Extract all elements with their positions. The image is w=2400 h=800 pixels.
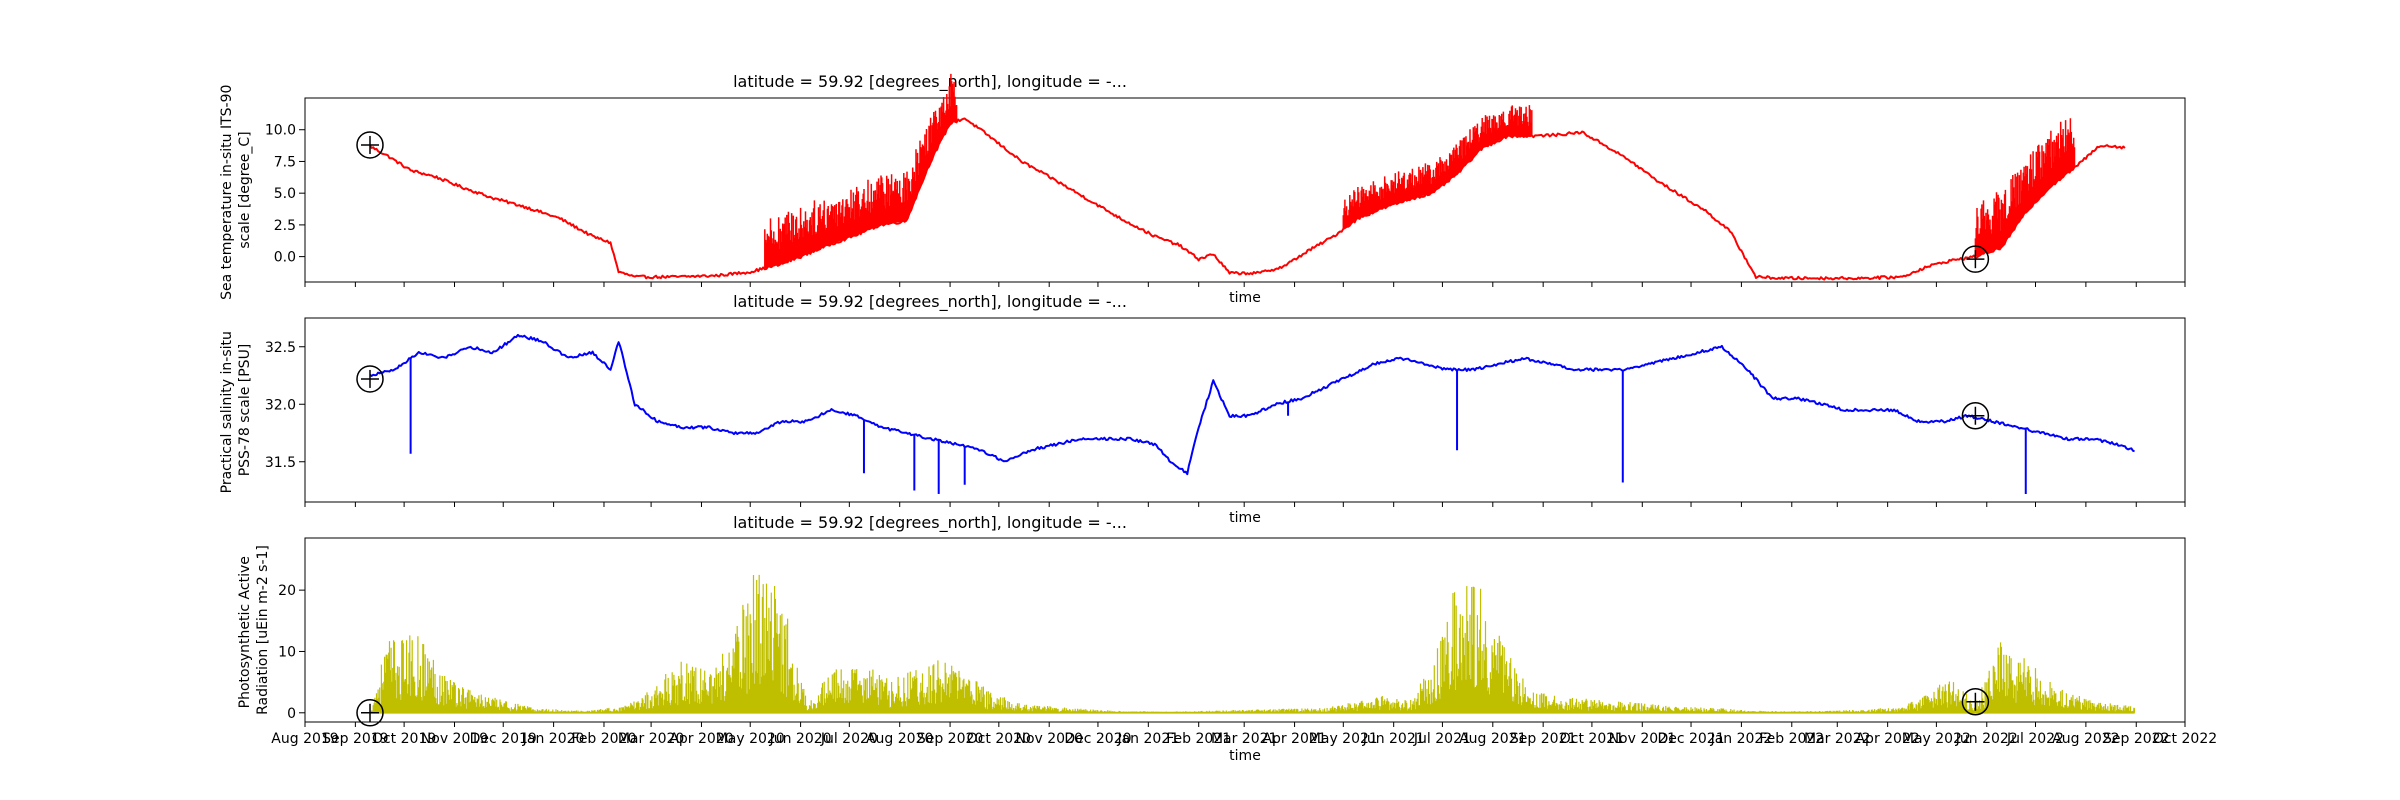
- x-tick-label: Jul 2020: [820, 731, 878, 747]
- marker-ring: [1961, 245, 1990, 273]
- x-tick-label: Mar 2022: [1804, 731, 1871, 747]
- x-tick-label: Oct 2019: [372, 731, 436, 747]
- temperature-title: latitude = 59.92 [degrees_north], longit…: [733, 72, 1127, 92]
- series-line: [370, 335, 2135, 474]
- salinity-plot-area: [304, 317, 2186, 503]
- x-tick-label: Sep 2019: [322, 731, 388, 747]
- high-frequency-variation-2: [1975, 118, 2074, 256]
- marker-0: [356, 699, 384, 727]
- x-tick-label: Sep 2022: [2103, 731, 2169, 747]
- series-1: [370, 335, 2135, 494]
- x-tick-label: Dec 2021: [1657, 731, 1724, 747]
- salinity-x-axis-label: time: [1229, 510, 1261, 526]
- y-tick-label: 5.0: [274, 186, 296, 202]
- x-tick-label: Nov 2020: [1015, 731, 1082, 747]
- high-frequency-variation-1: [1343, 105, 1532, 229]
- y-tick-label: 32.5: [265, 340, 296, 356]
- par-title: latitude = 59.92 [degrees_north], longit…: [733, 513, 1127, 533]
- x-tick-label: Aug 2019: [271, 731, 338, 747]
- temperature-y-axis-label-line-2: scale [degree_C]: [237, 131, 253, 248]
- x-tick-label: Feb 2020: [572, 731, 637, 747]
- marker-0: [356, 365, 384, 393]
- par-x-axis-label: time: [1229, 748, 1261, 764]
- x-tick-label: Aug 2020: [866, 731, 933, 747]
- temperature-y-axis-label: Sea temperature in-situ ITS-90 scale [de…: [219, 80, 253, 300]
- series-line: [370, 119, 2125, 280]
- temperature-x-axis-label: time: [1229, 290, 1261, 306]
- y-tick-label: 0: [287, 706, 296, 722]
- y-tick-label: 32.0: [265, 397, 296, 413]
- x-tick-label: Sep 2020: [917, 731, 983, 747]
- x-tick-label: Apr 2021: [1262, 731, 1326, 747]
- x-tick-label: Jun 2021: [1362, 731, 1425, 747]
- x-tick-label: Jun 2022: [1955, 731, 2018, 747]
- y-tick-label: 10.0: [265, 123, 296, 139]
- par-y-axis-label-line-1: Photosynthetic Active: [237, 556, 253, 708]
- x-tick-label: Feb 2022: [1759, 731, 1824, 747]
- salinity-y-axis-label-line-1: Practical salinity in-situ: [219, 331, 235, 493]
- x-tick-label: Nov 2021: [1609, 731, 1676, 747]
- x-tick-label: Jan 2020: [522, 731, 585, 747]
- x-tick-label: May 2022: [1902, 731, 1971, 747]
- marker-1: [1961, 245, 1990, 273]
- marker-ring: [1961, 688, 1990, 716]
- x-tick-label: Jul 2021: [1413, 731, 1471, 747]
- x-tick-label: Jan 2021: [1116, 731, 1179, 747]
- y-tick-label: 10: [278, 644, 296, 660]
- x-tick-label: Oct 2020: [967, 731, 1031, 747]
- temperature-y-axis-label-line-1: Sea temperature in-situ ITS-90: [219, 85, 235, 300]
- x-tick-label: Aug 2021: [1459, 731, 1526, 747]
- marker-0: [356, 131, 384, 159]
- x-tick-label: Jul 2022: [2006, 731, 2064, 747]
- marker-ring: [356, 699, 384, 727]
- x-tick-label: May 2020: [716, 731, 785, 747]
- x-tick-label: Dec 2019: [470, 731, 537, 747]
- salinity-title: latitude = 59.92 [degrees_north], longit…: [733, 292, 1127, 312]
- x-tick-label: Aug 2022: [2052, 731, 2119, 747]
- marker-ring: [1961, 402, 1990, 430]
- x-tick-label: Feb 2021: [1166, 731, 1231, 747]
- marker-1: [1961, 688, 1990, 716]
- x-tick-label: Mar 2021: [1211, 731, 1278, 747]
- x-tick-label: Oct 2021: [1560, 731, 1624, 747]
- series-2: [370, 575, 2135, 713]
- x-tick-label: Sep 2021: [1510, 731, 1576, 747]
- y-tick-label: 31.5: [265, 455, 296, 471]
- x-tick-label: May 2021: [1309, 731, 1378, 747]
- x-tick-label: Nov 2019: [421, 731, 488, 747]
- par-panel: latitude = 59.92 [degrees_north], longit…: [237, 513, 2217, 764]
- y-tick-label: 0.0: [274, 250, 296, 266]
- x-tick-label: Apr 2020: [669, 731, 733, 747]
- temperature-plot-area: [304, 97, 2186, 283]
- y-tick-label: 2.5: [274, 218, 296, 234]
- marker-1: [1961, 402, 1990, 430]
- salinity-panel: latitude = 59.92 [degrees_north], longit…: [219, 292, 2186, 526]
- x-tick-label: Jan 2022: [1710, 731, 1773, 747]
- salinity-y-axis-label: Practical salinity in-situ PSS-78 scale …: [219, 327, 253, 494]
- x-tick-label: Dec 2020: [1064, 731, 1131, 747]
- par-y-axis-label-line-2: Radiation [uEin m-2 s-1]: [255, 545, 271, 715]
- salinity-y-axis-label-line-2: PSS-78 scale [PSU]: [237, 344, 253, 477]
- x-tick-label: Oct 2022: [2153, 731, 2217, 747]
- marker-ring: [356, 365, 384, 393]
- x-tick-label: Apr 2022: [1855, 731, 1919, 747]
- series-0: [370, 74, 2125, 280]
- y-tick-label: 20: [278, 583, 296, 599]
- temperature-panel: latitude = 59.92 [degrees_north], longit…: [219, 72, 2186, 306]
- par-plot-area: [304, 537, 2186, 723]
- par-y-axis-label: Photosynthetic Active Radiation [uEin m-…: [237, 545, 271, 715]
- marker-ring: [356, 131, 384, 159]
- y-tick-label: 7.5: [274, 154, 296, 170]
- x-tick-label: Jun 2020: [769, 731, 832, 747]
- x-tick-label: Mar 2020: [618, 731, 685, 747]
- high-frequency-variation-0: [765, 74, 957, 269]
